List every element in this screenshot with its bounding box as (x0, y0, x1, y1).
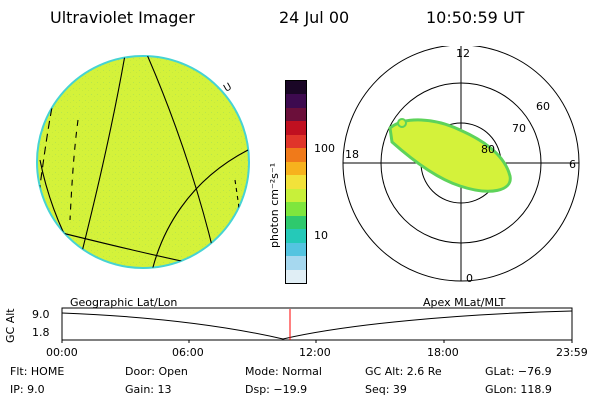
colorbar-segment (286, 269, 306, 284)
color-scale-bar (285, 80, 307, 284)
colorbar-segment (286, 188, 306, 203)
colorbar-segment (286, 134, 306, 149)
status-flt: Flt: HOME (10, 365, 65, 378)
timeline-xtick-3: 18:00 (427, 346, 459, 359)
colorbar-segment (286, 256, 306, 270)
colorbar-segment (286, 148, 306, 162)
colorbar-segment (286, 229, 306, 243)
colorbar-segment (286, 107, 306, 122)
colorbar-segment (286, 202, 306, 216)
timeline-left-title: Geographic Lat/Lon (70, 296, 178, 309)
svg-text:GC Alt: GC Alt (4, 308, 17, 343)
status-mode: Mode: Normal (245, 365, 322, 378)
status-gc-alt: GC Alt: 2.6 Re (365, 365, 442, 378)
colorbar-segment (286, 94, 306, 108)
colorbar-segment (286, 215, 306, 230)
timeline-axis-label: GC Alt (4, 308, 17, 343)
earth-disk (36, 55, 250, 269)
colorbar-unit-label: photon cm⁻²s⁻¹ (268, 163, 281, 248)
timeline-right-title: Apex MLat/MLT (423, 296, 506, 309)
colorbar-segment (286, 161, 306, 176)
colorbar-segment (286, 121, 306, 135)
colorbar-segment (286, 81, 306, 95)
instrument-title: Ultraviolet Imager (50, 8, 195, 27)
uv-image-panel: U (36, 55, 250, 269)
timeline-xtick-0: 00:00 (46, 346, 78, 359)
mlt-label-6: 6 (569, 158, 576, 171)
timeline-xtick-1: 06:00 (172, 346, 204, 359)
status-gain: Gain: 13 (125, 383, 172, 396)
colorbar-tick-100: 100 (314, 142, 335, 155)
status-seq: Seq: 39 (365, 383, 407, 396)
status-dsp: Dsp: −19.9 (245, 383, 308, 396)
status-glat: GLat: −76.9 (485, 365, 552, 378)
mlat-label-60: 60 (536, 100, 550, 113)
status-glon: GLon: 118.9 (485, 383, 552, 396)
mlt-label-18: 18 (345, 148, 359, 161)
time-label: 10:50:59 UT (426, 8, 525, 27)
mlat-label-70: 70 (512, 122, 526, 135)
globe-marker-label: U (222, 81, 234, 94)
altitude-timeline (61, 307, 573, 343)
date-label: 24 Jul 00 (279, 8, 350, 27)
mlt-label-12: 12 (456, 47, 470, 60)
colorbar-segment (286, 242, 306, 257)
timeline-xtick-4: 23:59 (556, 346, 588, 359)
timeline-ytick-1-8: 1.8 (32, 326, 50, 339)
status-door: Door: Open (125, 365, 188, 378)
mlt-label-0: 0 (466, 272, 473, 285)
mlat-label-80: 80 (481, 143, 495, 156)
svg-text:photon cm⁻²s⁻¹: photon cm⁻²s⁻¹ (268, 163, 281, 248)
colorbar-tick-10: 10 (314, 229, 328, 242)
timeline-ytick-9: 9.0 (32, 308, 50, 321)
timeline-xtick-2: 12:00 (299, 346, 331, 359)
colorbar-segment (286, 175, 306, 189)
status-ip: IP: 9.0 (10, 383, 45, 396)
aurora-patch (397, 118, 407, 128)
polar-plot: 12 0 18 6 60 70 80 (342, 46, 580, 285)
aurora-oval (388, 118, 512, 193)
